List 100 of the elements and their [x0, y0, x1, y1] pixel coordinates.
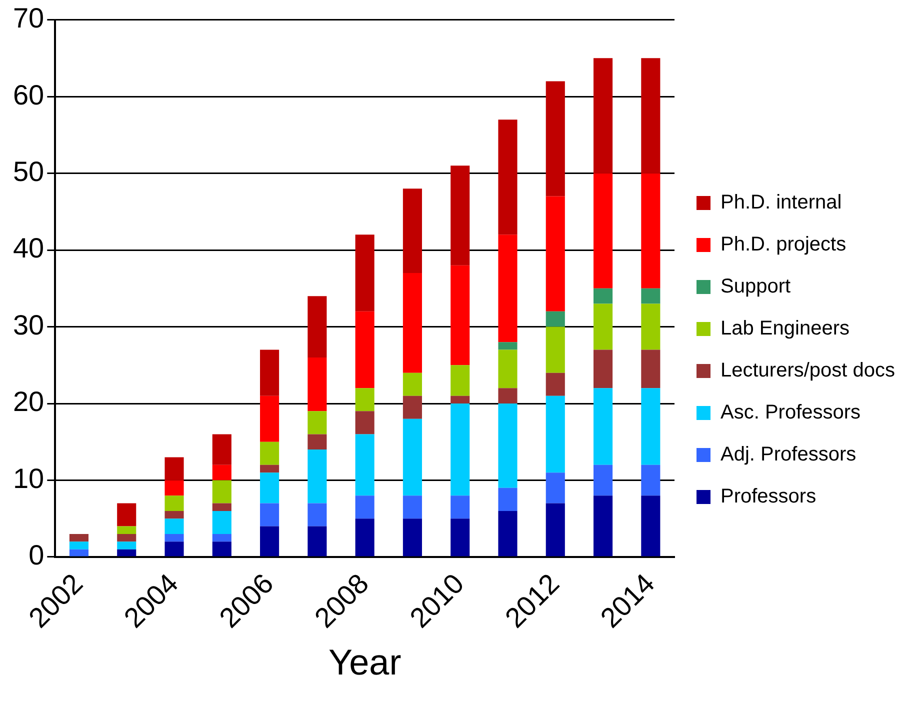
bar: [355, 518, 374, 556]
bar: [546, 472, 565, 504]
bar: [641, 288, 660, 304]
bar: [546, 326, 565, 373]
bar: [212, 542, 232, 556]
bar: [641, 388, 660, 465]
bar: [308, 526, 327, 556]
bar: [164, 480, 184, 496]
y-tick-label: 70: [12, 2, 44, 34]
bar: [641, 350, 660, 388]
bar: [594, 464, 613, 496]
bar: [641, 464, 660, 496]
bar: [594, 388, 613, 465]
bar: [641, 58, 660, 174]
y-tick-label: 30: [12, 309, 44, 340]
legend-label: Lab Engineers: [720, 318, 850, 340]
bar: [164, 457, 184, 480]
bar: [498, 388, 518, 404]
bar: [308, 296, 327, 358]
legend-label: Professors: [720, 486, 816, 508]
bar: [498, 510, 518, 556]
bar: [355, 496, 374, 519]
bar: [594, 173, 613, 288]
bar: [594, 58, 613, 174]
bar: [546, 81, 565, 196]
legend-label: Support: [720, 276, 791, 298]
bar: [164, 510, 184, 519]
bar: [402, 418, 422, 496]
bar: [402, 372, 422, 396]
bar: [498, 234, 518, 342]
bar: [450, 166, 470, 266]
bar: [498, 488, 518, 511]
bar: [498, 350, 518, 388]
legend-label: Adj. Professors: [720, 444, 856, 466]
bar: [594, 304, 613, 350]
bar: [594, 496, 613, 556]
bar: [641, 304, 660, 350]
bar: [212, 464, 232, 480]
bar: [450, 365, 470, 396]
bar: [117, 534, 136, 542]
bar: [260, 350, 280, 396]
bar: [355, 311, 374, 388]
bar: [69, 542, 88, 550]
bar: [212, 434, 232, 465]
bar: [117, 503, 136, 526]
bar: [164, 534, 184, 542]
bar: [450, 265, 470, 366]
bar: [498, 404, 518, 488]
bar: [212, 480, 232, 504]
bar: [546, 396, 565, 473]
bar: [641, 496, 660, 556]
bar: [308, 411, 327, 434]
bar: [450, 518, 470, 556]
bar: [402, 188, 422, 274]
bar: [450, 496, 470, 519]
bar: [450, 396, 470, 404]
bar: [308, 503, 327, 526]
bar: [164, 542, 184, 556]
bar: [260, 396, 280, 442]
bar: [546, 311, 565, 327]
y-tick-label: 0: [28, 540, 44, 571]
bar: [355, 434, 374, 496]
bar: [212, 510, 232, 534]
bar: [260, 442, 280, 465]
bar: [402, 396, 422, 419]
legend-label: Lecturers/post docs: [720, 360, 896, 382]
y-tick-label: 10: [12, 462, 44, 494]
bar: [402, 273, 422, 373]
legend-label: Ph.D. internal: [720, 192, 842, 214]
bar: [164, 496, 184, 511]
bar: [450, 404, 470, 496]
bar: [260, 472, 280, 504]
bar: [117, 542, 136, 550]
x-axis-title: Year: [328, 641, 402, 682]
bar: [308, 434, 327, 450]
bar: [594, 288, 613, 304]
bar: [260, 526, 280, 556]
bar: [212, 503, 232, 511]
bar: [641, 173, 660, 288]
bar: [308, 357, 327, 412]
bar: [498, 342, 518, 350]
y-tick-label: 50: [12, 156, 44, 188]
bar: [260, 464, 280, 473]
y-tick-label: 60: [12, 79, 44, 110]
bar: [117, 549, 136, 556]
y-tick-label: 20: [12, 386, 44, 418]
bar: [308, 450, 327, 504]
bar: [355, 234, 374, 312]
bar: [69, 534, 88, 542]
bar: [546, 503, 565, 556]
bar: [402, 518, 422, 556]
legend-label: Asc. Professors: [720, 402, 861, 424]
bar: [117, 526, 136, 534]
bar: [546, 372, 565, 396]
bar: [498, 120, 518, 235]
y-tick-label: 40: [12, 232, 44, 264]
legend-label: Ph.D. projects: [720, 234, 846, 256]
bar: [594, 350, 613, 388]
bar: [355, 411, 374, 434]
bar: [546, 196, 565, 312]
